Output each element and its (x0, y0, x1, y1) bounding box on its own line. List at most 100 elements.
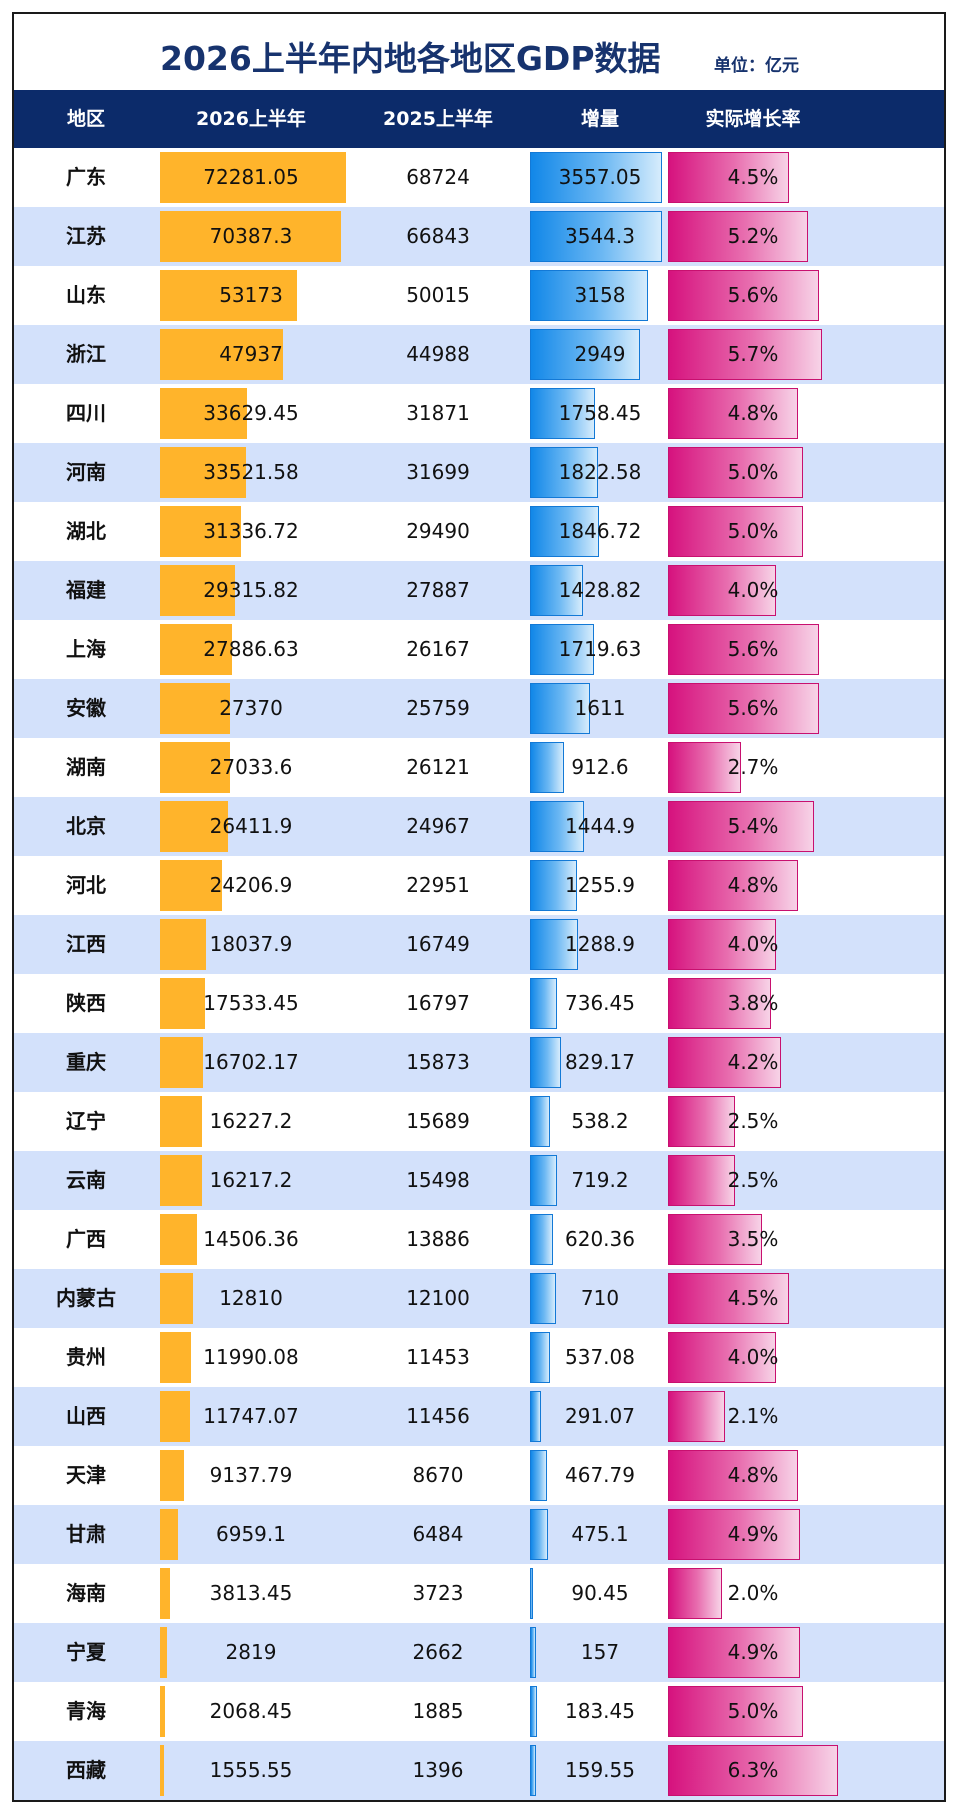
value-growth-rate: 2.7% (727, 755, 779, 779)
region-label: 浙江 (66, 342, 106, 366)
value-2026-h1: 27886.63 (203, 637, 299, 661)
region-label: 内蒙古 (56, 1286, 116, 1310)
value-growth-rate: 4.5% (727, 165, 779, 189)
value-growth-rate: 4.0% (727, 1345, 779, 1369)
value-2025-h1: 2662 (412, 1640, 464, 1664)
bar-growth-rate (668, 1096, 736, 1147)
value-2026-h1: 2068.45 (209, 1699, 293, 1723)
region-label: 广东 (66, 165, 106, 189)
value-2026-h1: 26411.9 (209, 814, 293, 838)
value-2026-h1: 47937 (219, 342, 283, 366)
region-label: 上海 (66, 637, 106, 661)
value-2025-h1: 44988 (406, 342, 470, 366)
table-row: 安徽 27370 25759 1611 5.6% (14, 679, 944, 738)
region-label: 广西 (66, 1227, 106, 1251)
bar-growth-rate (668, 329, 822, 380)
value-2026-h1: 33521.58 (203, 460, 299, 484)
value-2026-h1: 16702.17 (203, 1050, 299, 1074)
value-increase: 538.2 (571, 1109, 629, 1133)
value-increase: 719.2 (571, 1168, 629, 1192)
value-2025-h1: 24967 (406, 814, 470, 838)
table-row: 河北 24206.9 22951 1255.9 4.8% (14, 856, 944, 915)
value-2026-h1: 6959.1 (216, 1522, 286, 1546)
value-2025-h1: 11453 (406, 1345, 470, 1369)
bar-2026-h1 (160, 1155, 202, 1206)
bar-growth-rate (668, 683, 820, 734)
table-header: 地区 2026上半年 2025上半年 增量 实际增长率 (14, 90, 944, 148)
bar-increase (530, 388, 596, 439)
value-increase: 829.17 (565, 1050, 635, 1074)
value-increase: 1758.45 (558, 401, 642, 425)
bar-growth-rate (668, 1509, 801, 1560)
bar-growth-rate (668, 447, 803, 498)
region-label: 甘肃 (66, 1522, 106, 1546)
region-label: 河南 (66, 460, 106, 484)
value-2025-h1: 66843 (406, 224, 470, 248)
region-label: 青海 (66, 1699, 106, 1723)
table-row: 浙江 47937 44988 2949 5.7% (14, 325, 944, 384)
bar-increase (530, 1686, 537, 1737)
region-label: 重庆 (66, 1050, 106, 1074)
value-growth-rate: 5.2% (727, 224, 779, 248)
table-row: 陕西 17533.45 16797 736.45 3.8% (14, 974, 944, 1033)
bar-increase (530, 329, 640, 380)
value-growth-rate: 4.9% (727, 1522, 779, 1546)
header-growth-rate: 实际增长率 (705, 108, 801, 130)
value-2026-h1: 27033.6 (209, 755, 293, 779)
region-label: 海南 (66, 1581, 106, 1605)
value-2026-h1: 3813.45 (209, 1581, 293, 1605)
bar-2026-h1 (160, 1037, 203, 1088)
bar-increase (530, 152, 663, 203)
bar-increase (530, 211, 662, 262)
unit-label: 单位：亿元 (714, 56, 799, 76)
value-2025-h1: 1885 (412, 1699, 464, 1723)
bar-2026-h1 (160, 1509, 178, 1560)
value-growth-rate: 5.6% (727, 283, 779, 307)
value-2025-h1: 26121 (406, 755, 470, 779)
value-2026-h1: 29315.82 (203, 578, 299, 602)
value-2026-h1: 27370 (219, 696, 283, 720)
table-row: 广西 14506.36 13886 620.36 3.5% (14, 1210, 944, 1269)
bar-2026-h1 (160, 1391, 191, 1442)
value-growth-rate: 3.5% (727, 1227, 779, 1251)
bar-growth-rate (668, 506, 803, 557)
value-2025-h1: 50015 (406, 283, 470, 307)
bar-2026-h1 (160, 1332, 191, 1383)
bar-2026-h1 (160, 152, 347, 203)
bar-increase (530, 506, 599, 557)
value-2026-h1: 70387.3 (209, 224, 293, 248)
table-row: 江苏 70387.3 66843 3544.3 5.2% (14, 207, 944, 266)
value-2026-h1: 31336.72 (203, 519, 299, 543)
value-2025-h1: 6484 (412, 1522, 464, 1546)
region-label: 天津 (66, 1463, 106, 1487)
bar-increase (530, 1037, 561, 1088)
table-row: 湖南 27033.6 26121 912.6 2.7% (14, 738, 944, 797)
region-label: 湖北 (66, 519, 106, 543)
bar-increase (530, 978, 558, 1029)
value-2026-h1: 12810 (219, 1286, 283, 1310)
value-increase: 736.45 (565, 991, 635, 1015)
value-growth-rate: 4.8% (727, 401, 779, 425)
value-increase: 537.08 (565, 1345, 635, 1369)
bar-growth-rate (668, 1332, 776, 1383)
value-increase: 710 (580, 1286, 620, 1310)
table-row: 四川 33629.45 31871 1758.45 4.8% (14, 384, 944, 443)
bar-growth-rate (668, 742, 741, 793)
value-2025-h1: 22951 (406, 873, 470, 897)
value-increase: 1822.58 (558, 460, 642, 484)
bar-2026-h1 (160, 1214, 198, 1265)
bar-increase (530, 1450, 548, 1501)
bar-2026-h1 (160, 1745, 164, 1796)
bar-increase (530, 447, 598, 498)
bar-increase (530, 1273, 557, 1324)
value-2025-h1: 13886 (406, 1227, 470, 1251)
bar-growth-rate (668, 211, 809, 262)
value-2025-h1: 15873 (406, 1050, 470, 1074)
region-label: 山东 (66, 283, 106, 307)
value-increase: 157 (580, 1640, 620, 1664)
bar-growth-rate (668, 388, 798, 439)
value-growth-rate: 5.0% (727, 460, 779, 484)
value-2026-h1: 9137.79 (209, 1463, 293, 1487)
header-region: 地区 (66, 108, 105, 130)
value-2026-h1: 18037.9 (209, 932, 293, 956)
